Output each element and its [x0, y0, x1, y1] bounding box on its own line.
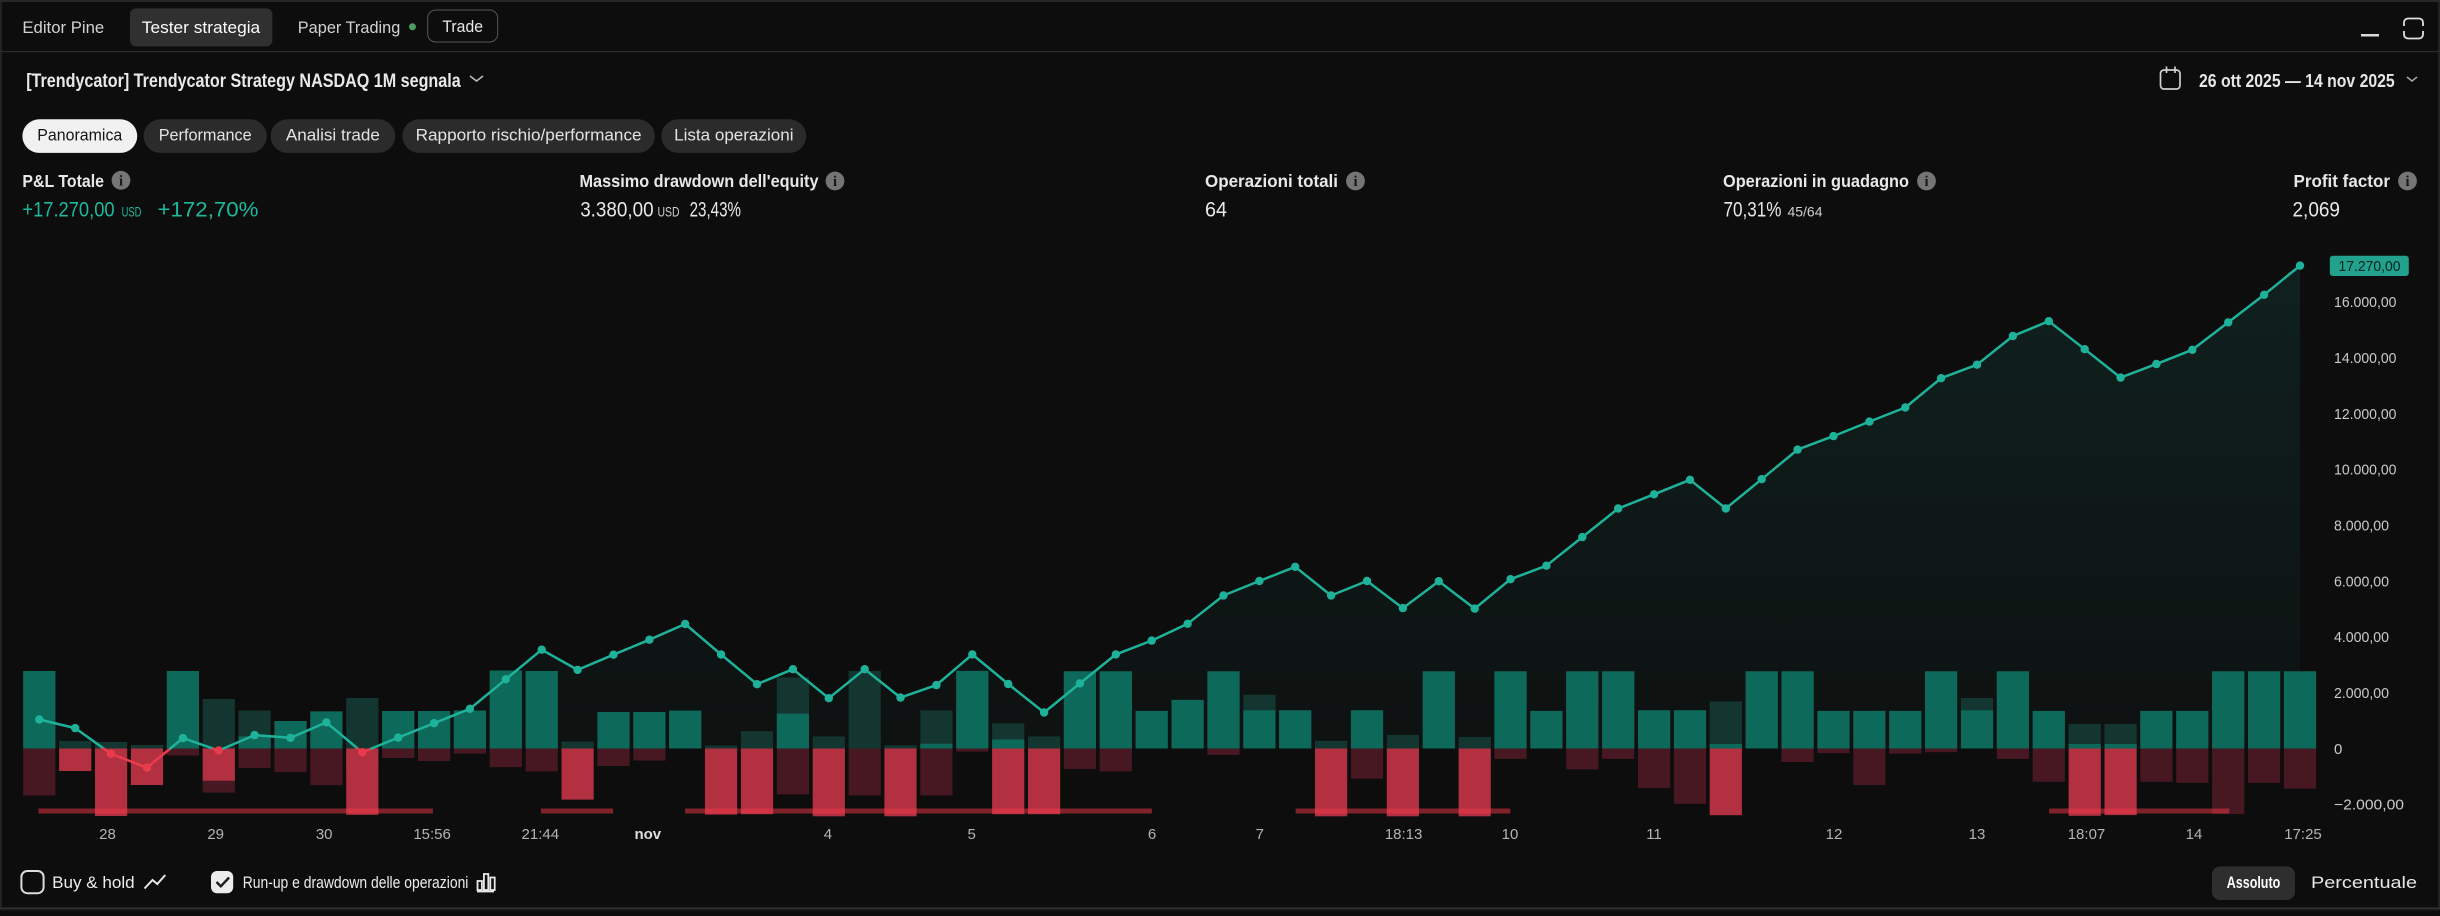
- svg-text:29: 29: [207, 826, 224, 843]
- svg-text:18:13: 18:13: [1385, 826, 1423, 843]
- svg-text:Run-up e drawdown delle operaz: Run-up e drawdown delle operazioni: [243, 873, 469, 892]
- svg-text:nov: nov: [634, 826, 661, 843]
- svg-text:i: i: [1353, 174, 1357, 190]
- svg-text:Lista operazioni: Lista operazioni: [674, 126, 793, 144]
- svg-text:i: i: [1924, 174, 1928, 190]
- svg-text:4: 4: [824, 826, 832, 843]
- svg-text:+17.270,00: +17.270,00: [22, 198, 114, 221]
- svg-text:17.270,00: 17.270,00: [2339, 258, 2401, 275]
- svg-text:0: 0: [2334, 741, 2342, 758]
- svg-text:Percentuale: Percentuale: [2311, 873, 2417, 892]
- svg-text:70,31%: 70,31%: [1724, 198, 1782, 221]
- svg-text:i: i: [2405, 174, 2409, 190]
- svg-text:−2.000,00: −2.000,00: [2334, 797, 2404, 814]
- svg-text:12: 12: [1826, 826, 1843, 843]
- svg-text:USD: USD: [122, 204, 142, 219]
- svg-text:Paper Trading: Paper Trading: [298, 19, 401, 37]
- svg-text:26 ott 2025 — 14 nov 2025: 26 ott 2025 — 14 nov 2025: [2199, 70, 2395, 91]
- svg-text:10: 10: [1502, 826, 1519, 843]
- svg-text:i: i: [833, 174, 837, 190]
- svg-text:2.000,00: 2.000,00: [2334, 685, 2389, 702]
- svg-text:15:56: 15:56: [413, 826, 451, 843]
- svg-text:2,069: 2,069: [2293, 198, 2341, 221]
- svg-text:Tester strategia: Tester strategia: [142, 19, 261, 37]
- svg-text:Performance: Performance: [159, 126, 252, 144]
- svg-text:Analisi trade: Analisi trade: [286, 126, 380, 144]
- svg-text:12.000,00: 12.000,00: [2334, 406, 2397, 423]
- svg-text:10.000,00: 10.000,00: [2334, 462, 2397, 479]
- svg-text:Operazioni in guadagno: Operazioni in guadagno: [1723, 171, 1909, 191]
- svg-text:Assoluto: Assoluto: [2227, 873, 2281, 892]
- svg-text:Operazioni totali: Operazioni totali: [1205, 171, 1338, 191]
- svg-text:P&L Totale: P&L Totale: [22, 171, 104, 191]
- svg-text:5: 5: [968, 826, 976, 843]
- svg-text:7: 7: [1256, 826, 1264, 843]
- svg-text:21:44: 21:44: [522, 826, 560, 843]
- svg-text:30: 30: [316, 826, 333, 843]
- svg-text:6: 6: [1148, 826, 1156, 843]
- svg-text:18:07: 18:07: [2068, 826, 2106, 843]
- svg-text:Massimo drawdown dell'equity: Massimo drawdown dell'equity: [580, 171, 819, 191]
- svg-text:[Trendycator] Trendycator Stra: [Trendycator] Trendycator Strategy NASDA…: [26, 71, 461, 92]
- svg-text:Profit factor: Profit factor: [2294, 171, 2391, 191]
- svg-text:8.000,00: 8.000,00: [2334, 518, 2389, 535]
- svg-text:i: i: [119, 174, 123, 190]
- svg-text:+172,70%: +172,70%: [158, 198, 259, 221]
- svg-text:USD: USD: [658, 204, 680, 219]
- svg-text:3.380,00: 3.380,00: [580, 198, 653, 221]
- svg-text:16.000,00: 16.000,00: [2334, 294, 2397, 311]
- svg-text:64: 64: [1205, 198, 1227, 221]
- svg-text:11: 11: [1646, 826, 1662, 843]
- svg-text:6.000,00: 6.000,00: [2334, 573, 2389, 590]
- svg-text:Rapporto rischio/performance: Rapporto rischio/performance: [416, 126, 642, 144]
- svg-text:17:25: 17:25: [2284, 826, 2322, 843]
- svg-text:Editor Pine: Editor Pine: [22, 19, 104, 37]
- svg-text:14: 14: [2186, 826, 2203, 843]
- svg-text:13: 13: [1969, 826, 1986, 843]
- svg-text:28: 28: [99, 826, 116, 843]
- svg-text:Trade: Trade: [442, 18, 483, 36]
- svg-text:14.000,00: 14.000,00: [2334, 350, 2397, 367]
- svg-text:4.000,00: 4.000,00: [2334, 629, 2389, 646]
- svg-text:Buy & hold: Buy & hold: [52, 873, 135, 892]
- svg-text:23,43%: 23,43%: [690, 198, 741, 221]
- svg-text:Panoramica: Panoramica: [37, 126, 123, 144]
- svg-text:45/64: 45/64: [1788, 204, 1823, 219]
